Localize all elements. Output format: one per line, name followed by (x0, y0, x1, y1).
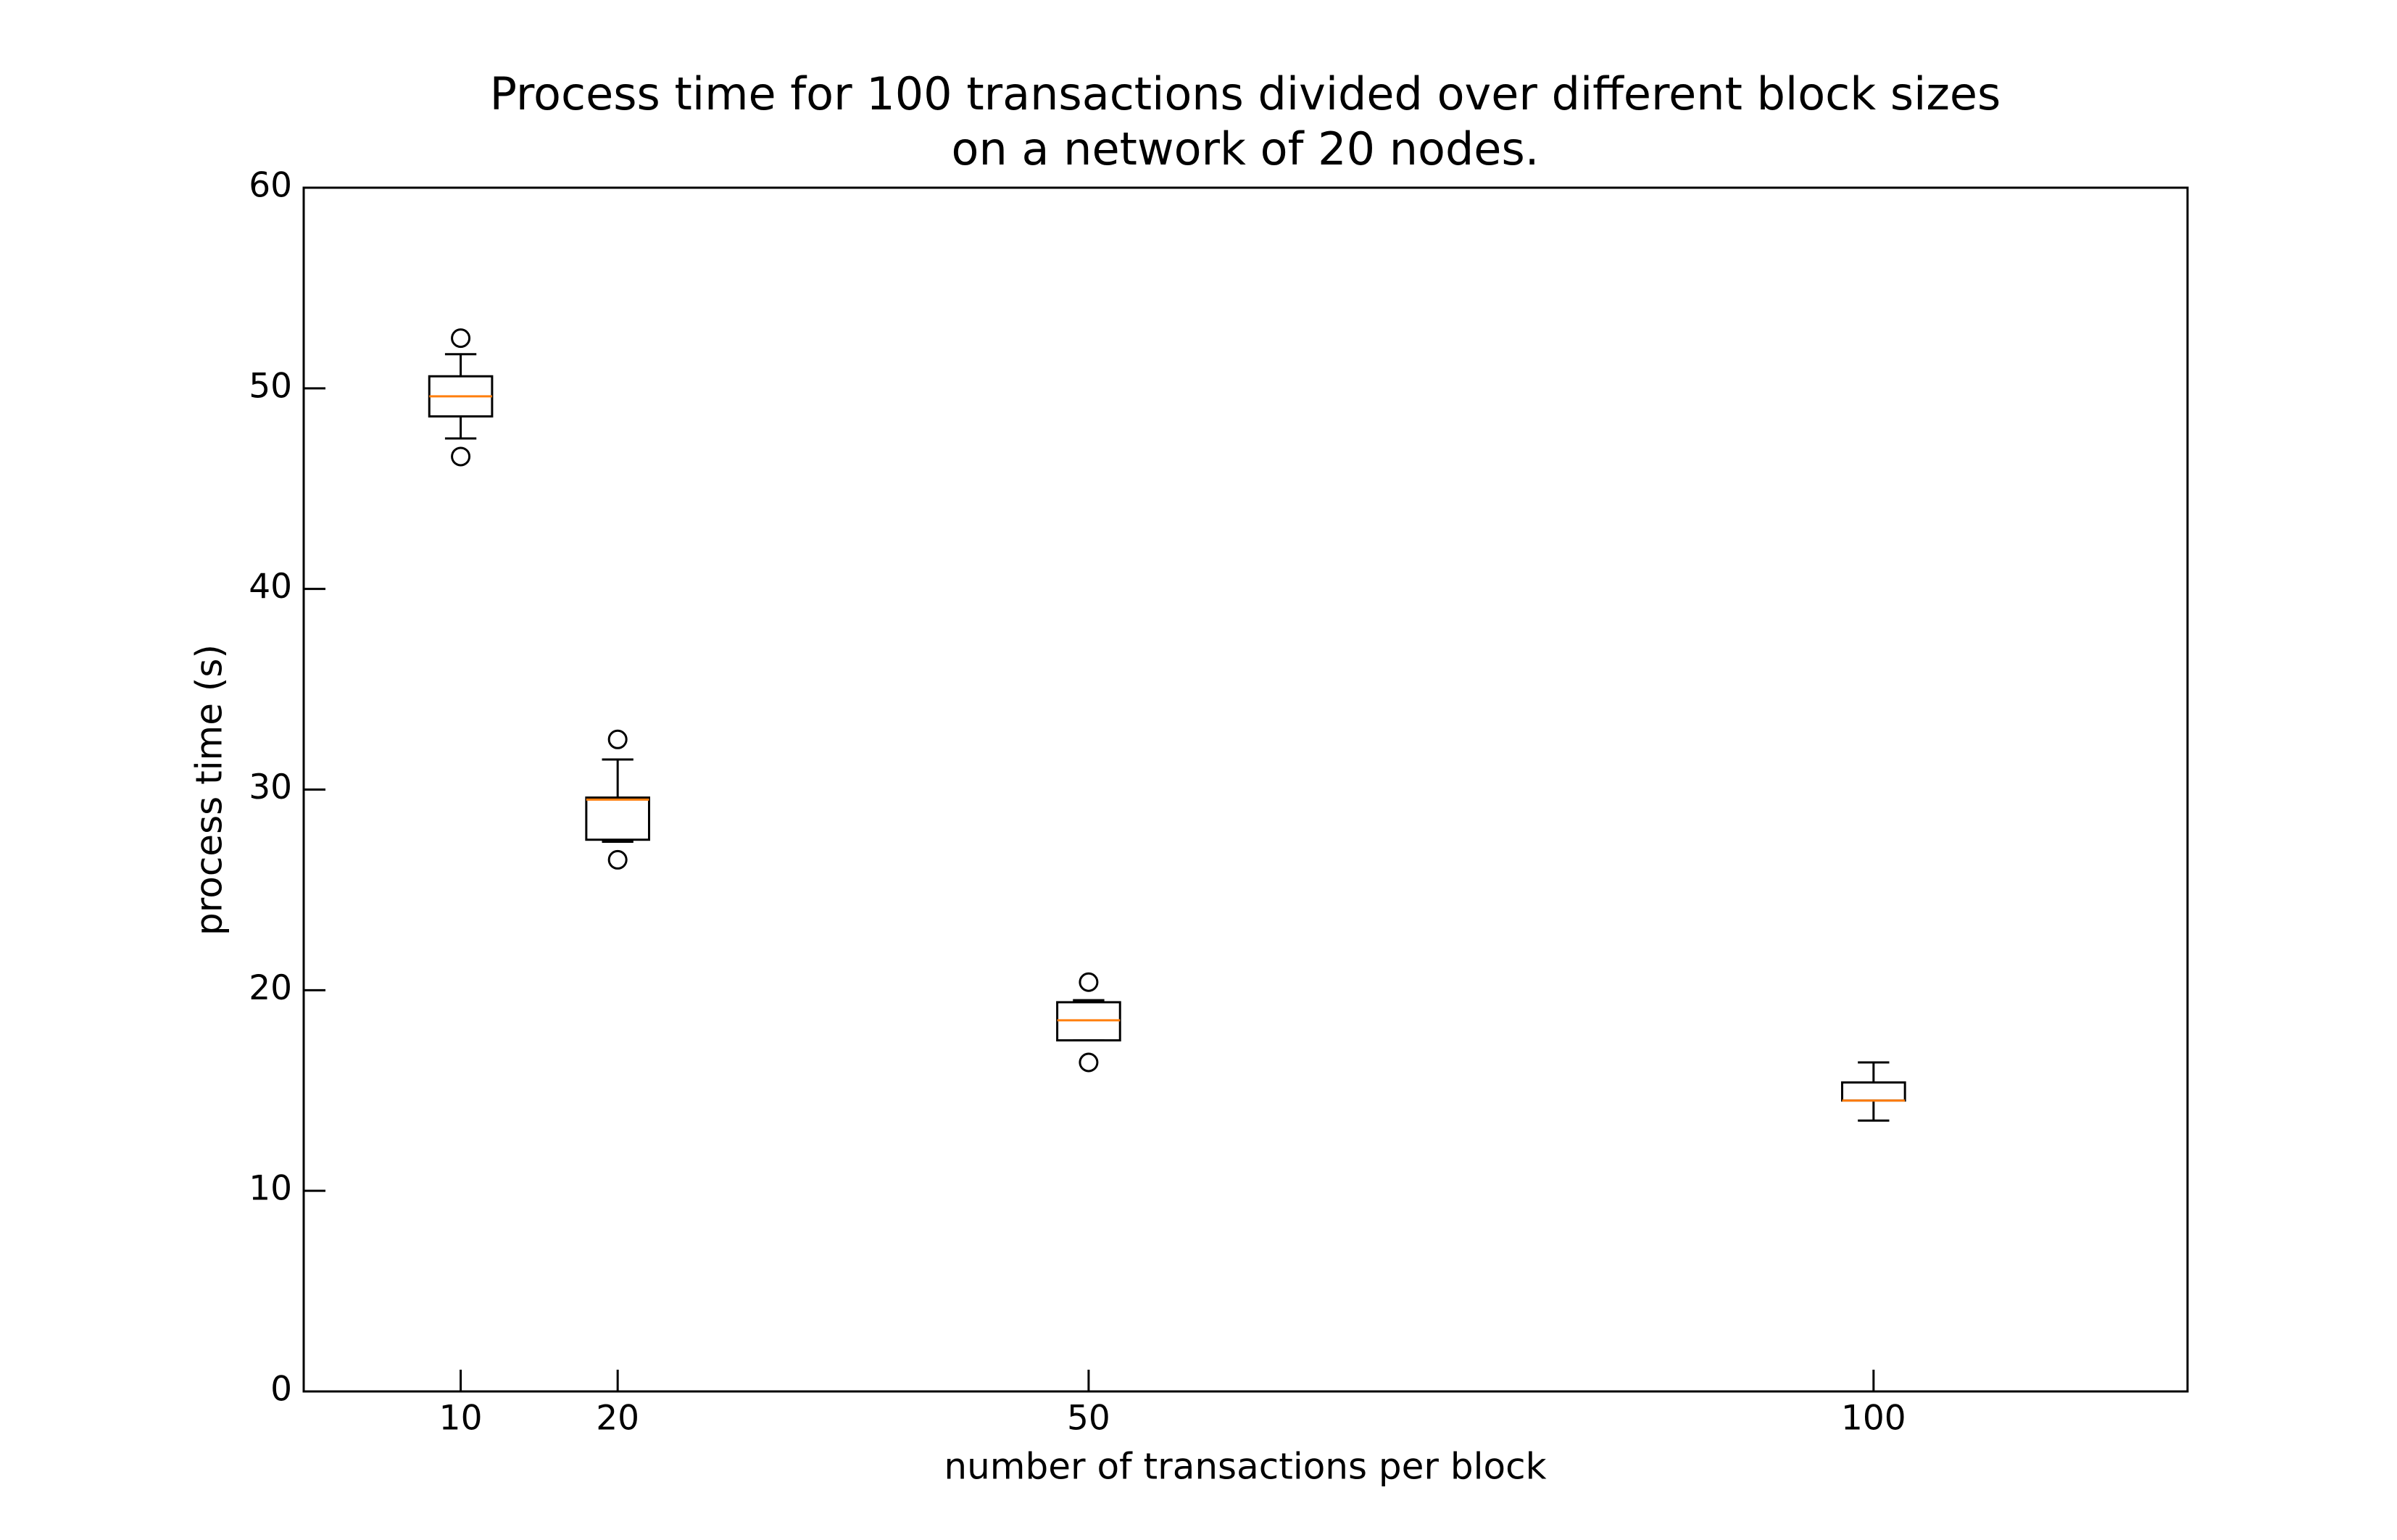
x-axis-label: number of transactions per block (944, 1446, 1546, 1488)
outlier (451, 446, 471, 467)
outlier (607, 729, 628, 749)
y-axis-label: process time (s) (188, 644, 230, 936)
chart-title: Process time for 100 transactions divide… (490, 67, 2001, 120)
y-tick-label: 60 (249, 166, 292, 206)
y-tick-label: 20 (249, 968, 292, 1008)
y-tick-label: 0 (270, 1370, 292, 1410)
outlier (607, 849, 628, 870)
chart-title: on a network of 20 nodes. (952, 122, 1540, 175)
box (585, 796, 650, 841)
x-tick-label: 50 (1067, 1399, 1110, 1439)
x-tick-label: 100 (1841, 1399, 1906, 1439)
y-tick-label: 10 (249, 1169, 292, 1209)
y-tick-label: 50 (249, 366, 292, 406)
y-tick-label: 40 (249, 567, 292, 607)
y-tick-label: 30 (249, 767, 292, 807)
x-tick-label: 20 (596, 1399, 639, 1439)
outlier (451, 328, 471, 349)
plot-frame (302, 186, 2189, 1393)
box (1841, 1081, 1906, 1102)
outlier (1079, 972, 1099, 992)
outlier (1079, 1052, 1099, 1073)
x-tick-label: 10 (439, 1399, 483, 1439)
